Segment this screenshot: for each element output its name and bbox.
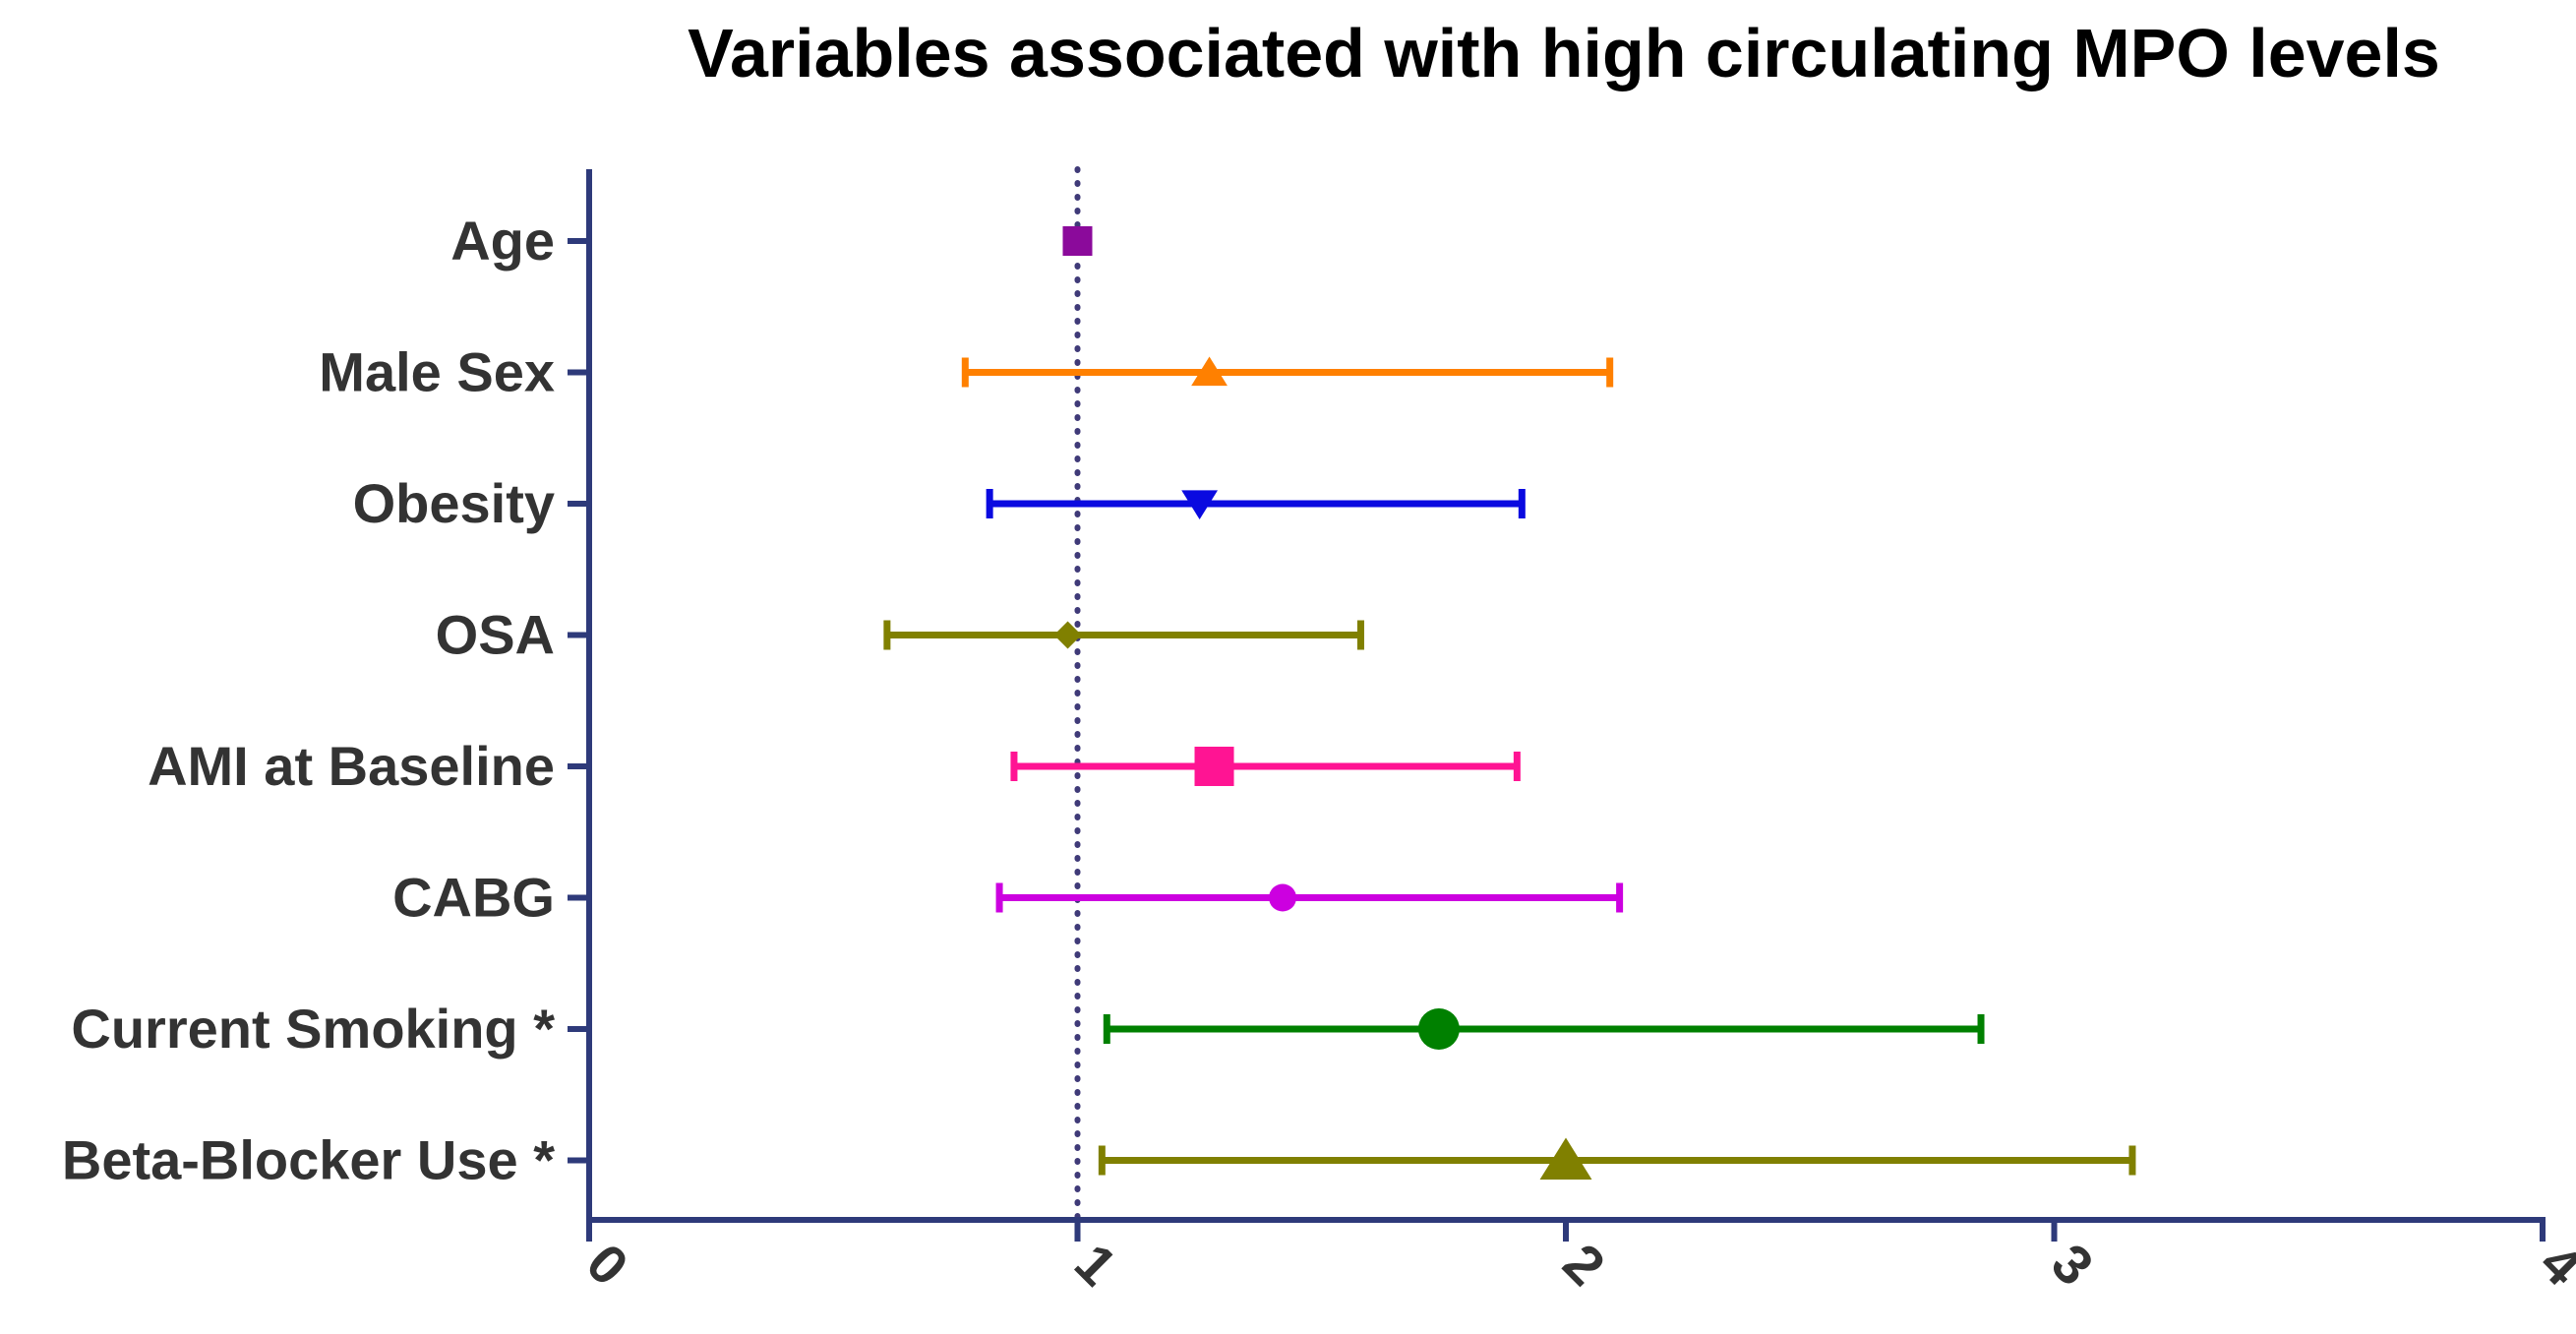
category-label: Beta-Blocker Use * — [62, 1129, 555, 1191]
forest-row: OSA — [436, 604, 1364, 666]
forest-row: CABG — [392, 867, 1624, 929]
forest-row: Obesity — [353, 472, 1526, 534]
category-label: Current Smoking * — [71, 998, 555, 1060]
forest-row: Beta-Blocker Use * — [62, 1129, 2136, 1191]
forest-row: Male Sex — [319, 341, 1614, 403]
forest-row: AMI at Baseline — [148, 735, 1521, 797]
estimate-marker — [1417, 1008, 1460, 1050]
category-label: Male Sex — [319, 341, 555, 403]
category-label: CABG — [392, 867, 555, 929]
estimate-marker — [1269, 883, 1297, 912]
x-tick-label: 0 — [575, 1232, 641, 1298]
category-label: OSA — [436, 604, 555, 666]
estimate-marker — [1539, 1137, 1592, 1181]
x-tick-label: 4 — [2529, 1232, 2576, 1298]
category-label: Obesity — [353, 472, 555, 534]
category-label: AMI at Baseline — [148, 735, 555, 797]
estimate-marker — [1194, 747, 1234, 786]
estimate-marker — [1191, 356, 1228, 387]
estimate-marker — [1181, 490, 1219, 519]
forest-row: Current Smoking * — [71, 998, 1985, 1060]
x-tick-label: 2 — [1552, 1232, 1618, 1298]
x-tick-label: 1 — [1063, 1232, 1129, 1298]
category-label: Age — [450, 210, 555, 272]
estimate-marker — [1062, 226, 1093, 256]
forest-row: Age — [450, 210, 1093, 272]
plot-area: Age Male Sex Obesity OSA AMI at Baseline CABG… — [62, 166, 2576, 1298]
x-tick-label: 3 — [2040, 1232, 2106, 1298]
estimate-marker — [1053, 621, 1082, 649]
chart-title: Variables associated with high circulati… — [688, 15, 2440, 91]
